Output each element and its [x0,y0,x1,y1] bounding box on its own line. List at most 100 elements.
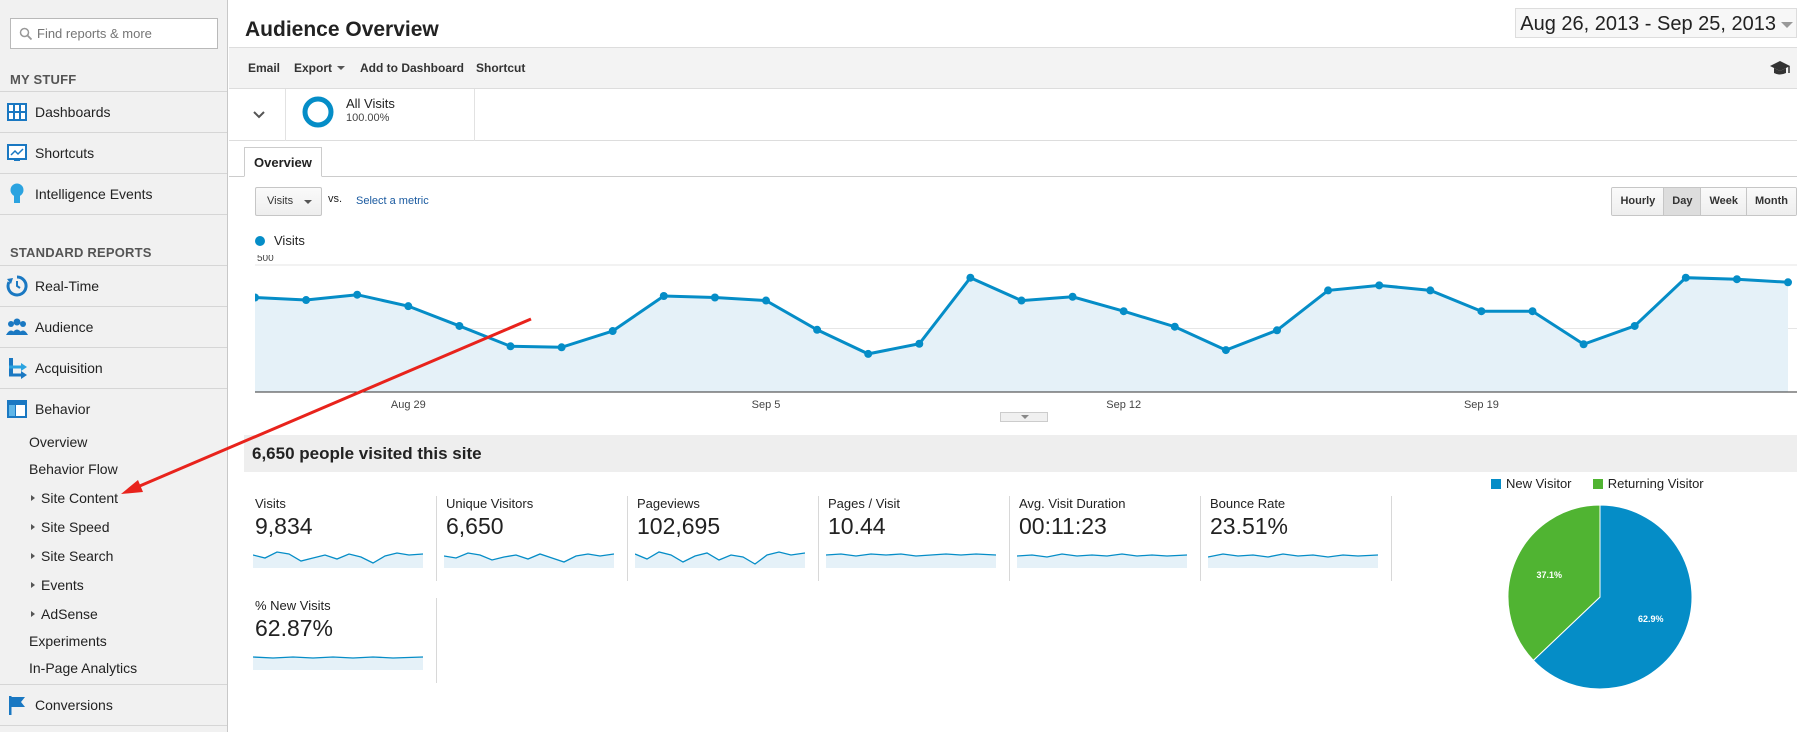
report-search-box[interactable] [10,18,218,49]
export-button[interactable]: Export [294,61,346,75]
data-point[interactable] [255,293,259,302]
metric-tile-bounce-rate[interactable]: Bounce Rate 23.51% [1202,496,1392,581]
data-point[interactable] [557,343,566,352]
data-point[interactable] [1170,322,1179,331]
data-point[interactable] [659,291,668,300]
data-point[interactable] [1068,292,1077,301]
data-point[interactable] [1375,281,1384,290]
behavior-sub-adsense[interactable]: AdSense [31,606,98,622]
standard-reports-heading: STANDARD REPORTS [10,245,152,260]
summary-bar: 6,650 people visited this site [244,435,1797,472]
pie-legend: New Visitor Returning Visitor [1491,476,1704,491]
tab-overview[interactable]: Overview [244,147,322,177]
data-point[interactable] [1119,307,1128,316]
behavior-sub-events[interactable]: Events [31,577,84,593]
behavior-sub-site-content[interactable]: Site Content [31,490,118,506]
pie-slice[interactable] [1507,504,1601,662]
data-point[interactable] [608,327,617,336]
sidebar-item-label: Intelligence Events [35,186,153,202]
data-point[interactable] [1784,278,1792,287]
email-button[interactable]: Email [248,61,281,75]
granularity-hourly-button[interactable]: Hourly [1612,188,1664,215]
data-point[interactable] [1017,296,1026,305]
y-tick-label: 500 [257,255,274,264]
segment-percent: 100.00% [346,112,390,124]
sidebar-item-dashboards[interactable]: Dashboards [0,91,227,132]
chevron-down-icon[interactable] [251,107,267,123]
metric-value: 6,650 [446,513,504,539]
shortcut-button[interactable]: Shortcut [476,61,526,75]
metric-tile-avg-visit-duration[interactable]: Avg. Visit Duration 00:11:23 [1011,496,1201,581]
granularity-month-button[interactable]: Month [1746,188,1796,215]
data-point[interactable] [1630,321,1639,330]
sidebar-item-shortcuts[interactable]: Shortcuts [0,132,227,173]
behavior-sub-behavior-flow[interactable]: Behavior Flow [29,461,118,477]
data-point[interactable] [1273,326,1281,335]
metric-tile-pct-new-visits[interactable]: % New Visits 62.87% [247,598,437,683]
search-input[interactable] [37,19,215,48]
metric-dropdown[interactable]: Visits [255,187,322,216]
x-tick-label: Sep 5 [752,399,781,411]
behavior-sub-overview[interactable]: Overview [29,434,87,450]
data-point[interactable] [864,349,873,358]
pie-slice[interactable] [1532,504,1693,690]
expand-triangle-icon [31,611,35,617]
divider [0,214,227,215]
chart-resize-handle[interactable] [1000,412,1048,422]
sidebar-item-label: Behavior [35,401,91,417]
chevron-down-icon [304,200,312,204]
metric-tile-unique-visitors[interactable]: Unique Visitors 6,650 [438,496,628,581]
chevron-down-icon [337,66,346,70]
divider [1391,496,1392,581]
segment-name[interactable]: All Visits [346,96,395,111]
behavior-sub-site-speed[interactable]: Site Speed [31,519,110,535]
sidebar-item-acquisition[interactable]: Acquisition [0,347,227,388]
x-tick-label: Sep 19 [1464,399,1499,411]
data-point[interactable] [353,290,362,299]
select-metric-link[interactable]: Select a metric [356,195,429,207]
data-point[interactable] [404,302,413,311]
sidebar-item-conversions[interactable]: Conversions [0,684,227,725]
data-point[interactable] [1681,273,1690,282]
sidebar-item-audience[interactable]: Audience [0,306,227,347]
data-point[interactable] [302,296,311,305]
data-point[interactable] [966,273,975,282]
data-point[interactable] [710,293,719,302]
data-point[interactable] [1221,346,1230,355]
data-point[interactable] [1324,286,1333,295]
data-point[interactable] [506,342,515,351]
data-point[interactable] [1579,340,1588,349]
data-point[interactable] [1732,275,1741,284]
metric-tile-visits[interactable]: Visits 9,834 [247,496,437,581]
data-point[interactable] [762,296,770,305]
data-point[interactable] [1477,307,1486,316]
sidebar-item-real-time[interactable]: Real-Time [0,265,227,306]
divider [627,496,628,581]
data-point[interactable] [813,325,822,334]
granularity-day-button[interactable]: Day [1663,188,1701,215]
data-point[interactable] [1426,286,1435,295]
sidebar-item-label: Real-Time [35,278,100,294]
graduation-cap-icon[interactable] [1769,59,1791,77]
granularity-week-button[interactable]: Week [1700,188,1747,215]
metric-value: 00:11:23 [1019,513,1107,539]
sidebar-item-intelligence-events[interactable]: Intelligence Events [0,173,227,214]
sparkline [1208,553,1378,568]
behavior-sub-in-page-analytics[interactable]: In-Page Analytics [29,660,137,676]
data-point[interactable] [455,321,464,330]
data-point[interactable] [915,339,924,348]
metric-label: Avg. Visit Duration [1019,496,1126,511]
metric-label: Unique Visitors [446,496,534,511]
sidebar-item-behavior[interactable]: Behavior [0,388,227,429]
flag-icon [6,694,28,716]
page-title: Audience Overview [245,18,439,41]
x-tick-label: Aug 29 [391,399,426,411]
metric-tile-pages-per-visit[interactable]: Pages / Visit 10.44 [820,496,1010,581]
legend-swatch [1592,479,1603,489]
date-range-picker[interactable]: Aug 26, 2013 - Sep 25, 2013 [1515,8,1797,38]
data-point[interactable] [1528,307,1537,316]
behavior-sub-experiments[interactable]: Experiments [29,633,107,649]
metric-tile-pageviews[interactable]: Pageviews 102,695 [629,496,819,581]
behavior-sub-site-search[interactable]: Site Search [31,548,113,564]
add-to-dashboard-button[interactable]: Add to Dashboard [360,61,464,75]
